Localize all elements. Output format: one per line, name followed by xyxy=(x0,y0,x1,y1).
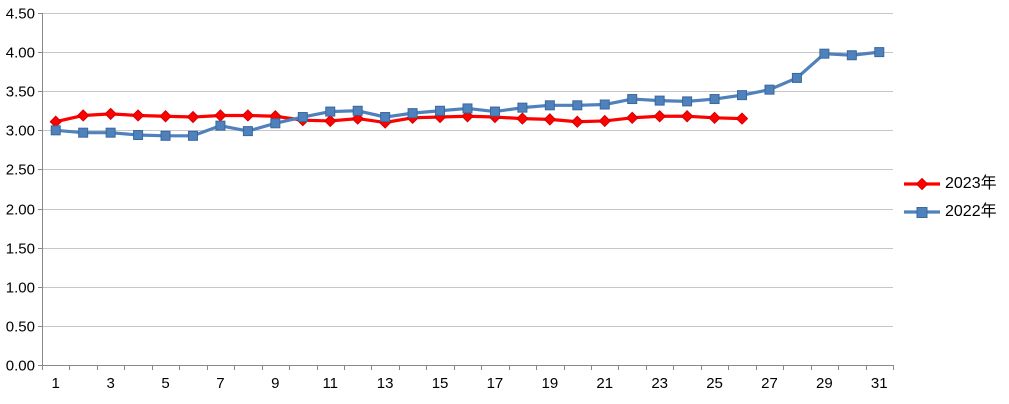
data-point-marker xyxy=(214,109,227,122)
data-point-marker xyxy=(435,105,446,116)
data-point-marker xyxy=(50,125,61,136)
y-axis-tick-label: 2.00 xyxy=(6,202,35,219)
data-point-marker xyxy=(324,114,337,128)
data-point-marker xyxy=(186,110,200,124)
data-point-marker xyxy=(599,99,610,110)
data-point-marker xyxy=(791,72,802,83)
y-axis-tick-label: 1.00 xyxy=(6,280,35,297)
data-point-marker xyxy=(627,94,638,105)
data-point-marker xyxy=(737,90,748,101)
data-point-marker xyxy=(764,84,775,95)
series-2023年[interactable] xyxy=(49,107,749,129)
y-axis-tick-label: 1.50 xyxy=(6,241,35,258)
legend-item-2022[interactable]: 2022年 xyxy=(903,200,997,224)
x-axis-tick-label: 5 xyxy=(161,375,169,392)
data-point-marker xyxy=(819,48,830,59)
data-point-marker xyxy=(735,112,749,125)
data-point-marker xyxy=(159,110,172,123)
legend: 2023年 2022年 xyxy=(903,172,997,224)
data-point-marker xyxy=(571,115,584,128)
x-axis-tick-label: 27 xyxy=(761,375,778,392)
data-point-marker xyxy=(544,100,555,111)
x-axis-tick-label: 1 xyxy=(52,375,60,392)
data-point-marker xyxy=(653,110,666,123)
data-point-marker xyxy=(215,120,226,131)
x-axis-tick-label: 7 xyxy=(216,375,224,392)
data-point-marker xyxy=(187,130,198,141)
x-axis-labels: 1 3 5 7 9 11 13 15 17 19 21 23 25 27 29 31 xyxy=(52,375,888,392)
data-point-marker xyxy=(241,109,255,122)
data-point-marker xyxy=(131,109,145,122)
data-point-marker xyxy=(708,111,721,125)
y-axis-tick-label: 0.50 xyxy=(6,319,35,336)
data-point-marker xyxy=(516,112,529,125)
x-axis-tick-label: 13 xyxy=(377,375,394,392)
data-point-marker xyxy=(76,109,90,122)
y-axis-tick-label: 4.00 xyxy=(6,45,35,62)
data-point-marker xyxy=(297,112,308,123)
data-point-marker xyxy=(489,106,500,117)
data-point-marker xyxy=(160,130,171,141)
gridlines xyxy=(38,13,893,366)
x-axis-tick-label: 23 xyxy=(651,375,668,392)
data-point-marker xyxy=(846,50,857,61)
data-point-marker xyxy=(709,94,720,105)
data-point-marker xyxy=(543,113,557,126)
data-point-marker xyxy=(352,105,363,116)
y-axis-tick-label: 2.50 xyxy=(6,162,35,179)
x-axis-tick-label: 11 xyxy=(322,375,338,392)
x-axis-ticks xyxy=(69,365,894,370)
y-axis-tick-label: 3.00 xyxy=(6,123,35,140)
legend-label-2023: 2023年 xyxy=(945,175,997,192)
data-point-marker xyxy=(380,112,391,123)
x-axis-tick-label: 21 xyxy=(596,375,613,392)
data-point-marker xyxy=(572,100,583,111)
x-axis-tick-label: 19 xyxy=(542,375,559,392)
data-point-marker xyxy=(407,108,418,119)
x-axis-tick-label: 29 xyxy=(816,375,833,392)
data-point-marker xyxy=(680,110,694,123)
data-point-marker xyxy=(105,127,116,138)
data-point-marker xyxy=(461,110,474,123)
data-point-marker xyxy=(654,95,665,106)
data-point-marker xyxy=(133,130,144,141)
data-point-marker xyxy=(598,114,611,128)
y-axis-tick-label: 3.50 xyxy=(6,84,35,101)
y-axis-tick-label: 4.50 xyxy=(6,6,35,23)
data-point-marker xyxy=(462,103,473,114)
data-point-marker xyxy=(325,106,336,117)
legend-marker-2022-icon xyxy=(904,207,940,218)
data-point-marker xyxy=(626,111,639,125)
x-axis-tick-label: 3 xyxy=(106,375,114,392)
legend-label-2022: 2022年 xyxy=(945,203,997,220)
data-point-marker xyxy=(682,96,693,107)
data-point-marker xyxy=(874,47,885,58)
y-axis-labels: 0.00 0.50 1.00 1.50 2.00 2.50 3.00 3.50 4.00 4.50 xyxy=(6,6,35,375)
data-point-marker xyxy=(78,127,89,138)
x-axis-tick-label: 9 xyxy=(271,375,279,392)
data-point-marker xyxy=(270,118,281,129)
data-point-marker xyxy=(517,102,528,113)
x-axis-tick-label: 31 xyxy=(871,375,888,392)
data-point-marker xyxy=(242,126,253,137)
series-line xyxy=(54,50,881,138)
x-axis-tick-label: 15 xyxy=(432,375,449,392)
legend-marker-2023-icon xyxy=(904,177,940,191)
legend-item-2023[interactable]: 2023年 xyxy=(903,172,997,196)
y-axis-tick-label: 0.00 xyxy=(6,358,35,375)
x-axis-tick-label: 17 xyxy=(487,375,504,392)
x-axis-tick-label: 25 xyxy=(706,375,723,392)
data-point-marker xyxy=(104,107,117,121)
series-2022年[interactable] xyxy=(50,47,885,141)
data-point-marker xyxy=(351,112,364,125)
